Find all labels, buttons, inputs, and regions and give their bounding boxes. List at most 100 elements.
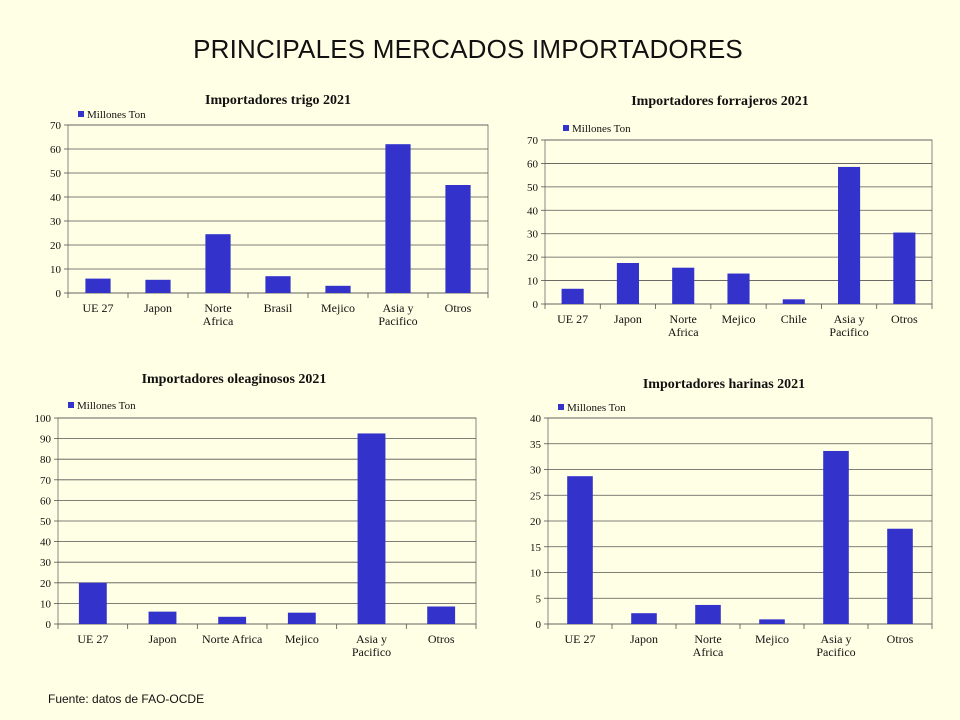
bar [287, 612, 316, 624]
bar [695, 604, 721, 624]
legend-harinas: Millones Ton [558, 402, 626, 414]
y-tick-label: 25 [530, 490, 542, 502]
y-tick-label: 0 [536, 619, 542, 631]
source-note: Fuente: datos de FAO-OCDE [48, 692, 205, 706]
bar [893, 232, 916, 304]
x-tick-label: Norte Africa [202, 632, 263, 646]
y-tick-label: 40 [40, 537, 52, 549]
x-tick-label: Norte [204, 301, 231, 315]
y-tick-label: 20 [40, 578, 52, 590]
y-tick-label: 70 [50, 120, 62, 132]
x-tick-label: Pacifico [378, 314, 417, 328]
bar [887, 528, 913, 624]
y-tick-label: 0 [56, 288, 62, 300]
bar [148, 611, 177, 624]
x-tick-label: Otros [887, 632, 914, 646]
bar [727, 273, 750, 304]
x-tick-label: Africa [693, 645, 724, 659]
x-tick-label: Africa [668, 325, 699, 339]
x-tick-label: Asia y [356, 632, 387, 646]
x-tick-label: Mejico [285, 632, 319, 646]
bar [823, 450, 849, 624]
bar [145, 279, 171, 293]
y-tick-label: 70 [40, 475, 52, 487]
y-tick-label: 35 [530, 439, 542, 451]
y-tick-label: 80 [40, 454, 52, 466]
bar [357, 433, 386, 624]
y-tick-label: 10 [40, 598, 52, 610]
y-tick-label: 10 [527, 276, 539, 288]
bar [782, 299, 805, 304]
y-tick-label: 100 [35, 413, 52, 425]
y-tick-label: 50 [40, 516, 52, 528]
x-tick-label: Japon [144, 301, 172, 315]
x-tick-label: Pacifico [829, 325, 868, 339]
y-tick-label: 10 [50, 264, 62, 276]
legend-swatch [558, 404, 564, 410]
x-tick-label: Japon [630, 632, 658, 646]
y-tick-label: 40 [50, 192, 62, 204]
legend-label: Millones Ton [567, 402, 626, 414]
x-tick-label: Otros [891, 312, 918, 326]
bar [205, 234, 231, 293]
chart-title-harinas: Importadores harinas 2021 [642, 377, 806, 392]
bar [616, 263, 639, 304]
x-tick-label: Africa [203, 314, 234, 328]
y-tick-label: 40 [530, 413, 542, 425]
x-tick-label: Pacifico [816, 645, 855, 659]
legend-oleaginosos: Millones Ton [68, 400, 136, 412]
y-tick-label: 0 [533, 299, 539, 311]
x-tick-label: Chile [781, 312, 807, 326]
bar [85, 278, 111, 293]
y-tick-label: 0 [46, 619, 52, 631]
x-tick-label: Japon [149, 632, 177, 646]
x-tick-label: Norte [670, 312, 697, 326]
y-tick-label: 60 [527, 158, 539, 170]
chart-title-forrajeros: Importadores forrajeros 2021 [631, 94, 809, 109]
x-tick-label: UE 27 [77, 632, 108, 646]
bar [385, 144, 411, 293]
legend-swatch [68, 402, 74, 408]
x-tick-label: Mejico [722, 312, 756, 326]
chart-title-oleaginosos: Importadores oleaginosos 2021 [141, 372, 327, 387]
x-tick-label: Japon [614, 312, 642, 326]
bar [759, 619, 785, 624]
x-tick-label: Otros [445, 301, 472, 315]
y-tick-label: 90 [40, 434, 52, 446]
bar [567, 476, 593, 624]
bar [561, 288, 584, 304]
legend-swatch [563, 125, 569, 131]
chart-title-trigo: Importadores trigo 2021 [205, 93, 351, 108]
y-tick-label: 30 [50, 216, 62, 228]
bar [838, 166, 861, 304]
bar [78, 582, 107, 624]
y-tick-label: 20 [527, 252, 539, 264]
legend-label: Millones Ton [87, 109, 146, 121]
x-tick-label: Mejico [321, 301, 355, 315]
x-tick-label: Pacifico [352, 645, 391, 659]
bar [445, 185, 471, 293]
y-tick-label: 15 [530, 542, 542, 554]
x-tick-label: UE 27 [565, 632, 596, 646]
x-tick-label: Asia y [834, 312, 865, 326]
y-tick-label: 50 [527, 182, 539, 194]
y-tick-label: 60 [40, 495, 52, 507]
bar [427, 606, 456, 624]
bar [265, 276, 291, 293]
x-tick-label: UE 27 [83, 301, 114, 315]
y-tick-label: 70 [527, 135, 539, 147]
y-tick-label: 10 [530, 568, 542, 580]
legend-label: Millones Ton [572, 123, 631, 135]
x-tick-label: Mejico [755, 632, 789, 646]
y-tick-label: 30 [530, 465, 542, 477]
y-tick-label: 40 [527, 205, 539, 217]
y-tick-label: 50 [50, 168, 62, 180]
legend-trigo: Millones Ton [78, 109, 146, 121]
x-tick-label: Otros [428, 632, 455, 646]
legend-swatch [78, 111, 84, 117]
y-tick-label: 5 [536, 593, 542, 605]
